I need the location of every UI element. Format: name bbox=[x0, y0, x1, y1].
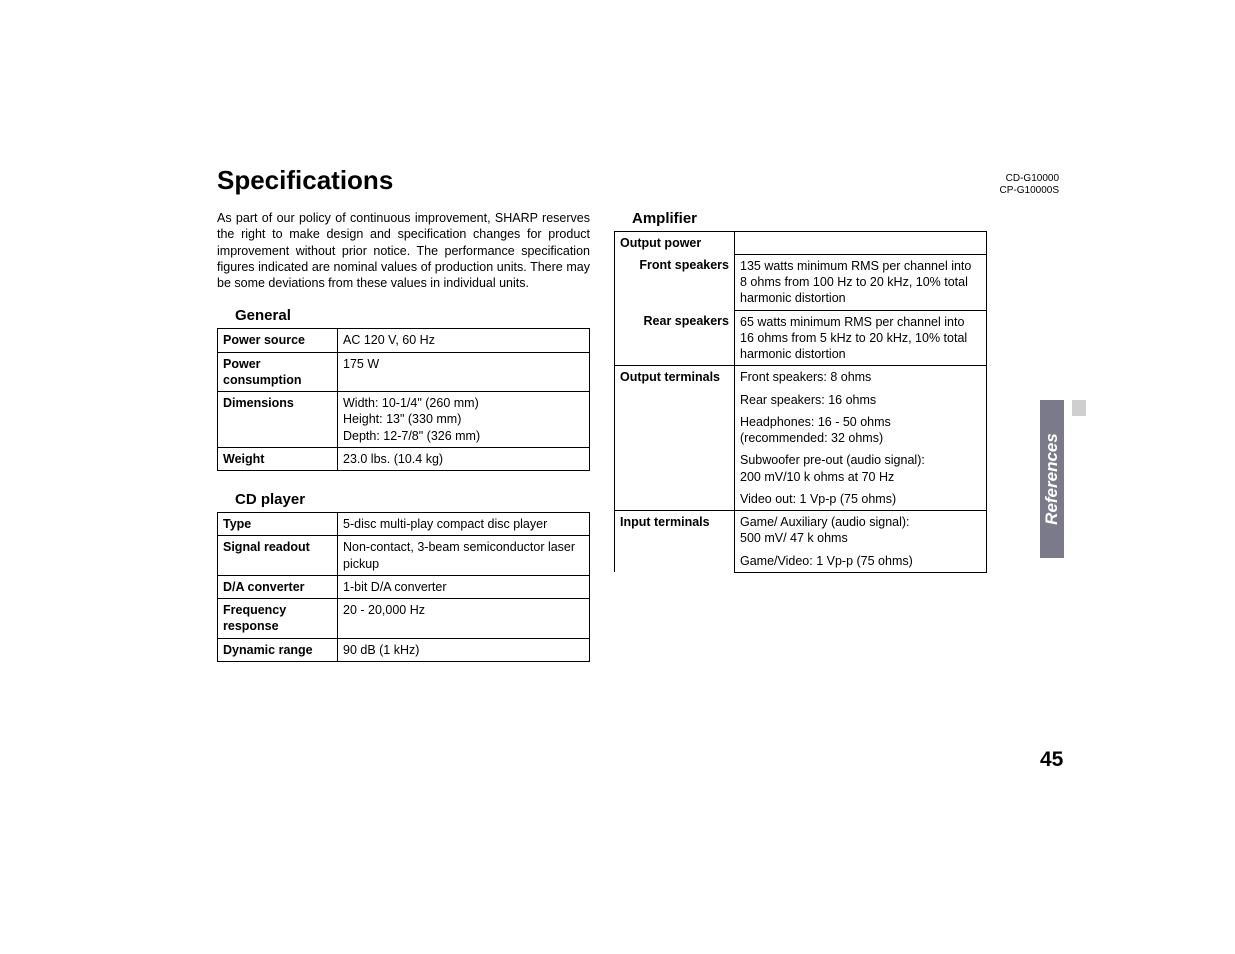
spec-value: Width: 10-1/4" (260 mm) Height: 13" (330… bbox=[338, 392, 590, 448]
table-row: Type5-disc multi-play compact disc playe… bbox=[218, 513, 590, 536]
spec-label: Weight bbox=[218, 447, 338, 470]
table-row: Frequency response20 - 20,000 Hz bbox=[218, 599, 590, 639]
table-row: Signal readoutNon-contact, 3-beam semico… bbox=[218, 536, 590, 576]
side-tab-label: References bbox=[1042, 433, 1062, 525]
spec-value: Game/ Auxiliary (audio signal): 500 mV/ … bbox=[735, 511, 987, 550]
columns: As part of our policy of continuous impr… bbox=[217, 210, 987, 682]
left-column: As part of our policy of continuous impr… bbox=[217, 210, 590, 682]
spec-label: Dynamic range bbox=[218, 638, 338, 661]
spec-value: 20 - 20,000 Hz bbox=[338, 599, 590, 639]
spec-value: Rear speakers: 16 ohms bbox=[735, 389, 987, 411]
table-row: Weight23.0 lbs. (10.4 kg) bbox=[218, 447, 590, 470]
general-heading: General bbox=[235, 307, 590, 324]
spec-value: 1-bit D/A converter bbox=[338, 575, 590, 598]
spec-sublabel: Rear speakers bbox=[615, 310, 735, 366]
spec-label: Dimensions bbox=[218, 392, 338, 448]
table-row: Output power bbox=[615, 232, 987, 255]
spec-label: Output terminals bbox=[615, 366, 735, 511]
spec-label: Type bbox=[218, 513, 338, 536]
page-number: 45 bbox=[1040, 748, 1063, 772]
table-row: Rear speakers 65 watts minimum RMS per c… bbox=[615, 310, 987, 366]
spec-label: D/A converter bbox=[218, 575, 338, 598]
side-marker bbox=[1072, 400, 1086, 416]
spec-label: Output power bbox=[615, 232, 735, 255]
spec-value: 23.0 lbs. (10.4 kg) bbox=[338, 447, 590, 470]
spec-value: 135 watts minimum RMS per channel into 8… bbox=[735, 254, 987, 310]
general-table: Power sourceAC 120 V, 60 Hz Power consum… bbox=[217, 328, 590, 471]
cdplayer-heading: CD player bbox=[235, 491, 590, 508]
page-title: Specifications bbox=[217, 165, 987, 196]
model-id-2: CP-G10000S bbox=[1000, 185, 1059, 197]
table-row: Dynamic range90 dB (1 kHz) bbox=[218, 638, 590, 661]
table-row: DimensionsWidth: 10-1/4" (260 mm) Height… bbox=[218, 392, 590, 448]
table-row: Input terminals Game/ Auxiliary (audio s… bbox=[615, 511, 987, 550]
spec-label: Power source bbox=[218, 329, 338, 352]
spec-label: Input terminals bbox=[615, 511, 735, 573]
table-row: Front speakers 135 watts minimum RMS per… bbox=[615, 254, 987, 310]
model-ids: CD-G10000 CP-G10000S bbox=[1000, 173, 1059, 197]
spec-value bbox=[735, 232, 987, 255]
page-content: CD-G10000 CP-G10000S Specifications As p… bbox=[217, 165, 987, 682]
cdplayer-table: Type5-disc multi-play compact disc playe… bbox=[217, 512, 590, 662]
spec-label: Frequency response bbox=[218, 599, 338, 639]
model-id-1: CD-G10000 bbox=[1000, 173, 1059, 185]
spec-value: Headphones: 16 - 50 ohms (recommended: 3… bbox=[735, 411, 987, 450]
spec-value: Subwoofer pre-out (audio signal): 200 mV… bbox=[735, 449, 987, 488]
spec-sublabel: Front speakers bbox=[615, 254, 735, 310]
amplifier-heading: Amplifier bbox=[632, 210, 987, 227]
spec-value: 175 W bbox=[338, 352, 590, 392]
spec-value: AC 120 V, 60 Hz bbox=[338, 329, 590, 352]
spec-value: Video out: 1 Vp-p (75 ohms) bbox=[735, 488, 987, 511]
spec-label: Power consumption bbox=[218, 352, 338, 392]
spec-value: 5-disc multi-play compact disc player bbox=[338, 513, 590, 536]
table-row: Power consumption175 W bbox=[218, 352, 590, 392]
table-row: D/A converter1-bit D/A converter bbox=[218, 575, 590, 598]
intro-text: As part of our policy of continuous impr… bbox=[217, 210, 590, 291]
side-tab: References bbox=[1040, 400, 1064, 558]
spec-value: Game/Video: 1 Vp-p (75 ohms) bbox=[735, 550, 987, 573]
spec-value: 65 watts minimum RMS per channel into 16… bbox=[735, 310, 987, 366]
amplifier-table: Output power Front speakers 135 watts mi… bbox=[614, 231, 987, 573]
table-row: Power sourceAC 120 V, 60 Hz bbox=[218, 329, 590, 352]
spec-value: Front speakers: 8 ohms bbox=[735, 366, 987, 389]
spec-value: 90 dB (1 kHz) bbox=[338, 638, 590, 661]
spec-label: Signal readout bbox=[218, 536, 338, 576]
right-column: Amplifier Output power Front speakers 13… bbox=[614, 210, 987, 682]
table-row: Output terminals Front speakers: 8 ohms bbox=[615, 366, 987, 389]
spec-value: Non-contact, 3-beam semiconductor laser … bbox=[338, 536, 590, 576]
